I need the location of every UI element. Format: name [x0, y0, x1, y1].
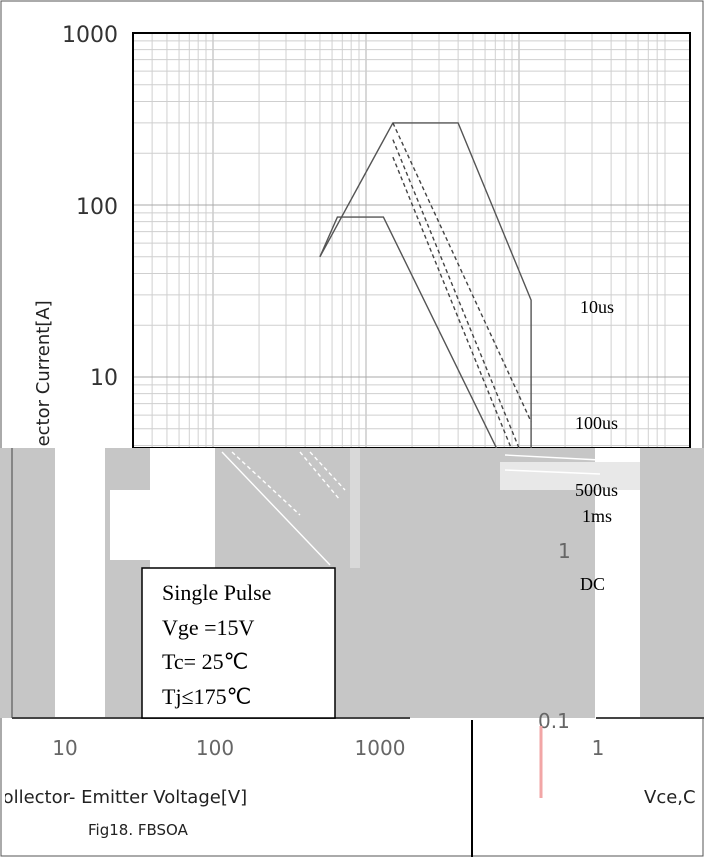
figure-caption: Fig18. FBSOA [88, 821, 189, 839]
series-line-10us [319, 122, 532, 448]
line-label-500us: 500us [575, 480, 618, 500]
overlay-diagonal [221, 451, 331, 566]
overlay-x-axis-fragment: Vce,C [644, 787, 696, 808]
plot-area-border [132, 32, 691, 449]
overlay-diagonal [299, 451, 341, 501]
y-tick-label-10: 10 [90, 366, 118, 391]
series-line-DC [319, 216, 498, 448]
overlay-white-strip [500, 462, 640, 490]
overlay-white-gap-a [55, 448, 105, 718]
line-label-1ms: 1ms [582, 506, 612, 526]
overlay-white-gap-c [110, 490, 155, 560]
x-tick-label-1000: 1000 [355, 736, 406, 760]
y-axis-title: Collector Current[A] [33, 300, 54, 480]
overlay-diagonal-lines [221, 451, 601, 566]
series-line-100us [392, 122, 532, 422]
series-line-1ms [392, 156, 512, 448]
soa-curves [319, 122, 532, 448]
overlay-white-gap-e [350, 448, 360, 568]
line-label-10us: 10us [580, 297, 614, 317]
conditions-box [141, 567, 336, 719]
overlay-diagonal [504, 469, 601, 475]
x-tick-label-100: 100 [196, 736, 234, 760]
x-axis-title: Collector- Emitter Voltage[V] [0, 787, 247, 808]
overlay-diagonal [504, 454, 601, 461]
condition-single-pulse: Single Pulse [162, 580, 271, 605]
overlay-white-gap-d [595, 448, 640, 718]
x-tick-label-10: 10 [52, 736, 77, 760]
line-label-dc: DC [580, 574, 605, 594]
y-tick-label-100: 100 [76, 195, 118, 220]
overlay-diagonal [231, 451, 301, 516]
overlay-y-tick-0.1: 0.1 [538, 709, 570, 733]
condition-tj: Tj≤175℃ [162, 684, 251, 709]
overlay-y-tick-1: 1 [558, 539, 571, 563]
y-tick-label-1000: 1000 [62, 23, 118, 48]
line-label-100us: 100us [575, 413, 618, 433]
condition-tc: Tc= 25℃ [162, 649, 248, 674]
condition-vge: Vge =15V [162, 615, 255, 640]
overlay-diagonal [309, 451, 346, 491]
overlay-x-tick-1: 1 [592, 736, 605, 760]
overlay-white-gap-b [150, 448, 215, 568]
series-line-500us [392, 139, 520, 448]
plot-grid [133, 33, 690, 448]
